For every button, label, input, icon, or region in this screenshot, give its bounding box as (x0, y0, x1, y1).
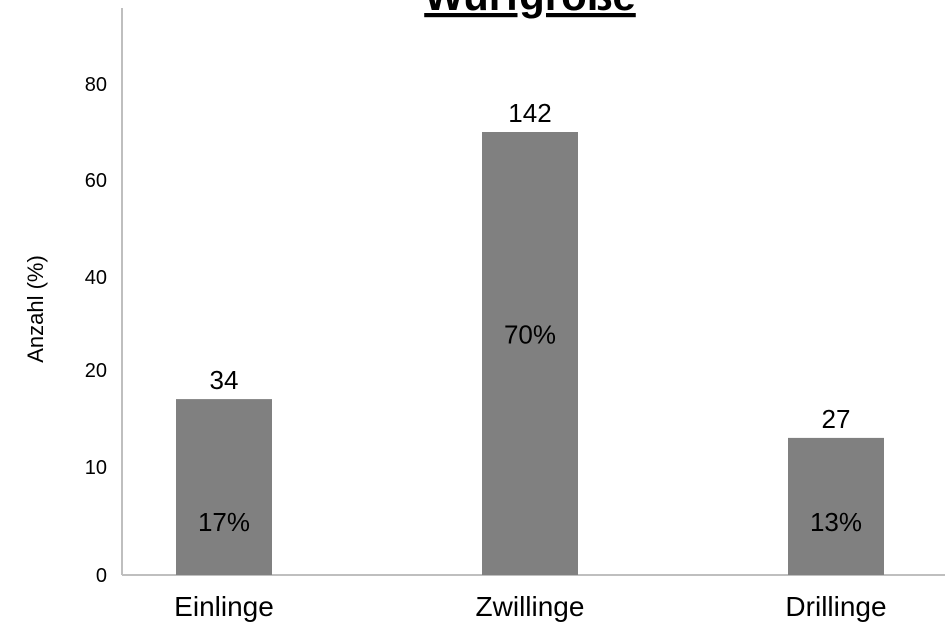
bar-einlinge (176, 399, 272, 575)
value-labels: 34 17% 142 70% 27 13% (198, 98, 862, 537)
y-tick-label: 80 (85, 74, 107, 96)
y-tick-label: 10 (85, 457, 107, 479)
percent-label: 17% (198, 507, 250, 537)
x-tick-label: Zwillinge (476, 591, 585, 622)
x-tick-label: Drillinge (785, 591, 886, 622)
chart-title: Wurfgröße (424, 0, 636, 19)
percent-label: 13% (810, 507, 862, 537)
percent-label: 70% (504, 320, 556, 350)
y-tick-label: 20 (85, 360, 107, 382)
bar-drillinge (788, 437, 884, 575)
x-tick-label: Einlinge (174, 591, 274, 622)
count-label: 142 (508, 98, 551, 128)
y-tick-label: 40 (85, 267, 107, 289)
count-label: 27 (822, 404, 851, 434)
y-axis-label: Anzahl (%) (23, 255, 48, 363)
y-ticks: 0 10 20 40 60 80 (85, 74, 107, 587)
y-tick-label: 0 (96, 565, 107, 587)
count-label: 34 (210, 365, 239, 395)
y-tick-label: 60 (85, 170, 107, 192)
x-axis-labels: Einlinge Zwillinge Drillinge (174, 591, 886, 622)
bar-zwillinge (482, 132, 578, 575)
bars (176, 132, 884, 575)
